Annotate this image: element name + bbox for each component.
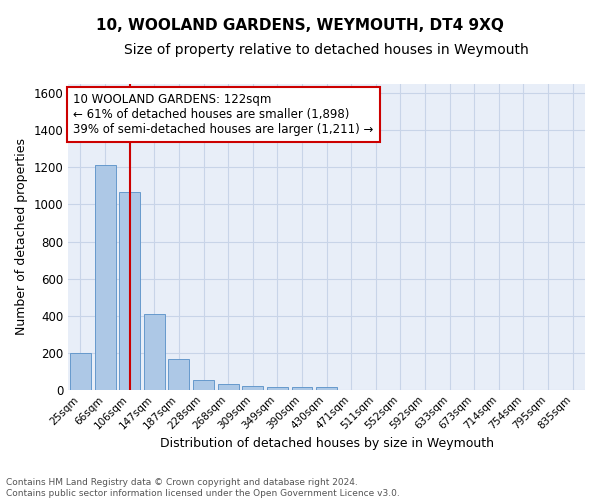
Bar xyxy=(144,314,165,390)
Bar xyxy=(169,359,190,390)
Title: Size of property relative to detached houses in Weymouth: Size of property relative to detached ho… xyxy=(124,42,529,56)
X-axis label: Distribution of detached houses by size in Weymouth: Distribution of detached houses by size … xyxy=(160,437,494,450)
Bar xyxy=(119,192,140,390)
Bar xyxy=(267,387,288,390)
Bar xyxy=(316,387,337,390)
Bar xyxy=(292,387,313,390)
Bar xyxy=(95,164,116,390)
Text: 10 WOOLAND GARDENS: 122sqm
← 61% of detached houses are smaller (1,898)
39% of s: 10 WOOLAND GARDENS: 122sqm ← 61% of deta… xyxy=(73,93,374,136)
Bar xyxy=(218,384,239,390)
Bar xyxy=(193,380,214,390)
Y-axis label: Number of detached properties: Number of detached properties xyxy=(15,138,28,336)
Bar xyxy=(70,352,91,390)
Bar xyxy=(242,386,263,390)
Text: Contains HM Land Registry data © Crown copyright and database right 2024.
Contai: Contains HM Land Registry data © Crown c… xyxy=(6,478,400,498)
Text: 10, WOOLAND GARDENS, WEYMOUTH, DT4 9XQ: 10, WOOLAND GARDENS, WEYMOUTH, DT4 9XQ xyxy=(96,18,504,32)
